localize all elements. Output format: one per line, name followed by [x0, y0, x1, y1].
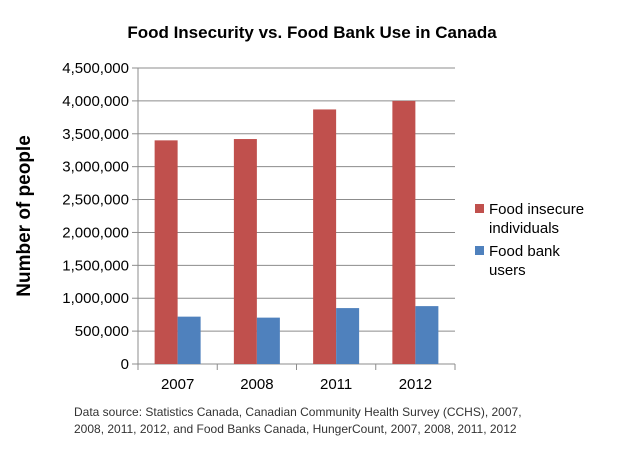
y-tick-label: 3,000,000 [62, 159, 129, 176]
legend-label-line: Food bank [489, 243, 560, 260]
x-tick-label: 2008 [240, 376, 273, 393]
y-tick-label: 4,000,000 [62, 93, 129, 110]
x-tick-label: 2007 [161, 376, 194, 393]
y-tick-label: 2,500,000 [62, 192, 129, 209]
legend-label: Food insecure individuals [489, 201, 584, 237]
source-note: Data source: Statistics Canada, Canadian… [74, 405, 522, 436]
y-tick-label: 4,500,000 [62, 60, 129, 77]
bar [233, 139, 257, 364]
bar [154, 140, 178, 364]
y-tick-label: 3,500,000 [62, 126, 129, 143]
bar [256, 317, 280, 364]
y-tick-label: 1,000,000 [62, 290, 129, 307]
y-tick-label: 500,000 [75, 323, 129, 340]
x-tick-label: 2012 [399, 376, 432, 393]
legend-label-line: Food insecure [489, 201, 584, 218]
legend-swatch [475, 204, 484, 213]
legend-swatch [475, 246, 484, 255]
y-tick-label: 0 [121, 356, 129, 373]
bar [177, 316, 201, 364]
legend-label: Food bank users [489, 243, 560, 279]
y-axis-label: Number of people [14, 135, 35, 297]
bar [392, 100, 416, 364]
bar [313, 109, 337, 364]
chart-title: Food Insecurity vs. Food Bank Use in Can… [127, 23, 497, 42]
bar [415, 306, 439, 364]
legend-label-line: users [489, 262, 526, 279]
legend-label-line: individuals [489, 220, 559, 237]
x-tick-label: 2011 [320, 376, 352, 393]
bar [336, 308, 360, 364]
y-tick-label: 1,500,000 [62, 257, 129, 274]
y-tick-label: 2,000,000 [62, 224, 129, 241]
